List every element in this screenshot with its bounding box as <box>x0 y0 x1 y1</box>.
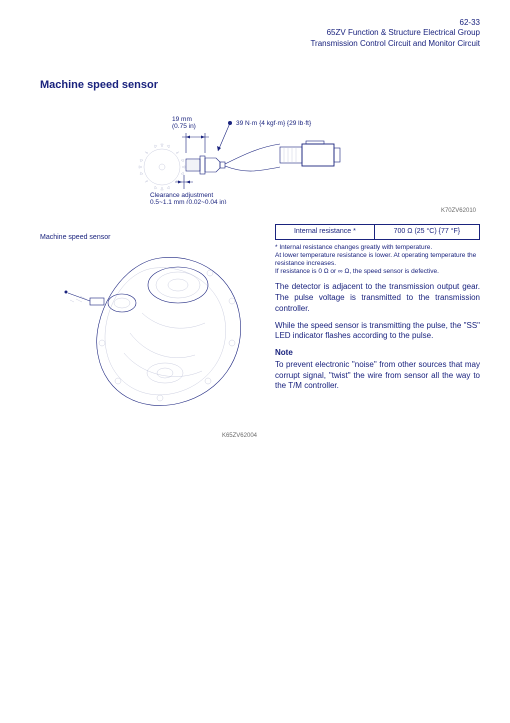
spec-table: Internal resistance * 700 Ω (25 °C) {77 … <box>275 224 480 239</box>
footnote: * Internal resistance changes greatly wi… <box>275 244 480 277</box>
clearance-2: 0.5~1.1 mm (0.02~0.04 in) <box>150 199 227 204</box>
fine-2: At lower temperature resistance is lower… <box>275 252 480 268</box>
spec-value: 700 Ω (25 °C) {77 °F} <box>374 225 479 239</box>
figure-1-container: 19 mm (0.75 in) 39 N·m {4 kgf·m} {29 lb·… <box>40 109 480 204</box>
page-header: 62-33 65ZV Function & Structure Electric… <box>40 18 480 49</box>
note-body: To prevent electronic "noise" from other… <box>275 360 480 392</box>
text-column: Internal resistance * 700 Ω (25 °C) {77 … <box>275 224 480 439</box>
sensor-assembly-diagram: 19 mm (0.75 in) 39 N·m {4 kgf·m} {29 lb·… <box>130 109 390 204</box>
figure-2-column: Machine speed sensor <box>40 224 265 439</box>
paragraph-2: While the speed sensor is transmitting t… <box>275 321 480 343</box>
note-heading: Note <box>275 348 480 359</box>
transmission-diagram <box>40 243 255 428</box>
torque-label: 39 N·m {4 kgf·m} {29 lb·ft} <box>236 120 312 127</box>
page-number: 62-33 <box>40 18 480 28</box>
figure-2-label: Machine speed sensor <box>40 234 265 241</box>
header-line-1: 65ZV Function & Structure Electrical Gro… <box>40 28 480 38</box>
figure-1-ref: K70ZV62010 <box>40 208 480 214</box>
paragraph-1: The detector is adjacent to the transmis… <box>275 282 480 314</box>
spec-label: Internal resistance * <box>276 225 375 239</box>
dim-in: (0.75 in) <box>172 123 196 130</box>
clearance-1: Clearance adjustment <box>150 192 213 199</box>
section-title: Machine speed sensor <box>40 79 480 91</box>
fine-3: If resistance is 0 Ω or ∞ Ω, the speed s… <box>275 268 480 276</box>
header-line-2: Transmission Control Circuit and Monitor… <box>40 39 480 49</box>
fine-1: * Internal resistance changes greatly wi… <box>275 244 480 252</box>
figure-2-ref: K65ZV62004 <box>40 433 265 439</box>
dim-mm: 19 mm <box>172 116 192 123</box>
